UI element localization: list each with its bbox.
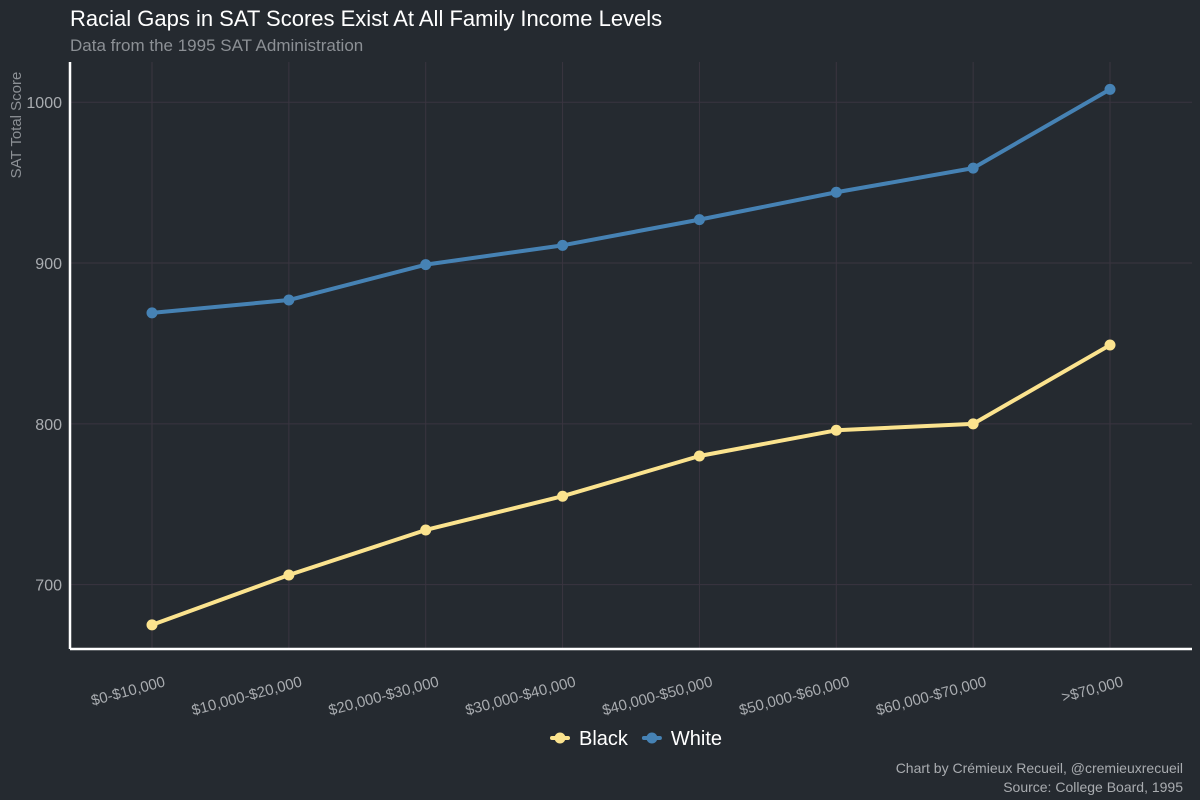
- grid: [70, 62, 1192, 649]
- data-point-white: [693, 214, 705, 226]
- legend-item-black: Black: [550, 728, 629, 750]
- legend-label-white: White: [671, 728, 722, 750]
- y-axis-label: SAT Total Score: [8, 72, 25, 179]
- data-point-black: [557, 490, 569, 502]
- data-point-black: [1104, 339, 1116, 351]
- data-point-white: [420, 259, 432, 271]
- legend-key-point: [646, 732, 658, 744]
- data-point-black: [146, 619, 158, 631]
- data-point-white: [967, 162, 979, 174]
- data-point-black: [830, 424, 842, 436]
- chart-subtitle: Data from the 1995 SAT Administration: [70, 36, 363, 55]
- x-tick-label: $20,000-$30,000: [327, 673, 441, 719]
- caption-source: Source: College Board, 1995: [1003, 779, 1183, 795]
- y-tick-label: 700: [35, 578, 62, 595]
- data-point-white: [146, 307, 158, 319]
- y-tick-label: 800: [35, 417, 62, 434]
- caption-credit: Chart by Crémieux Recueil, @cremieuxrecu…: [896, 760, 1183, 776]
- x-tick-label: $60,000-$70,000: [874, 673, 988, 719]
- x-tick-label: $10,000-$20,000: [190, 673, 304, 719]
- data-point-white: [830, 186, 842, 198]
- data-point-white: [1104, 83, 1116, 95]
- y-tick-label: 900: [35, 256, 62, 273]
- tick-labels: 700 800 900 1000 $0-$10,000 $10,000-$20,000 $2…: [26, 95, 1125, 719]
- series-line-black: [150, 343, 1112, 627]
- data-point-white: [557, 239, 569, 251]
- legend-label-black: Black: [579, 728, 629, 750]
- series: [146, 83, 1116, 631]
- legend: Black White: [550, 728, 722, 750]
- data-point-black: [693, 450, 705, 462]
- data-point-white: [283, 294, 295, 306]
- data-point-black: [420, 524, 432, 536]
- legend-item-white: White: [641, 728, 722, 750]
- series-black: [146, 339, 1116, 631]
- chart-title: Racial Gaps in SAT Scores Exist At All F…: [70, 6, 662, 31]
- x-tick-label: >$70,000: [1060, 673, 1125, 706]
- data-point-black: [967, 418, 979, 430]
- x-tick-label: $50,000-$60,000: [737, 673, 851, 719]
- axes: [68, 62, 1192, 651]
- data-point-black: [283, 569, 295, 581]
- legend-key-point: [554, 732, 566, 744]
- series-line-white: [150, 87, 1112, 315]
- x-tick-label: $40,000-$50,000: [600, 673, 714, 719]
- y-tick-label: 1000: [26, 95, 62, 112]
- x-tick-label: $30,000-$40,000: [464, 673, 578, 719]
- x-tick-label: $0-$10,000: [89, 673, 167, 709]
- series-white: [146, 83, 1116, 319]
